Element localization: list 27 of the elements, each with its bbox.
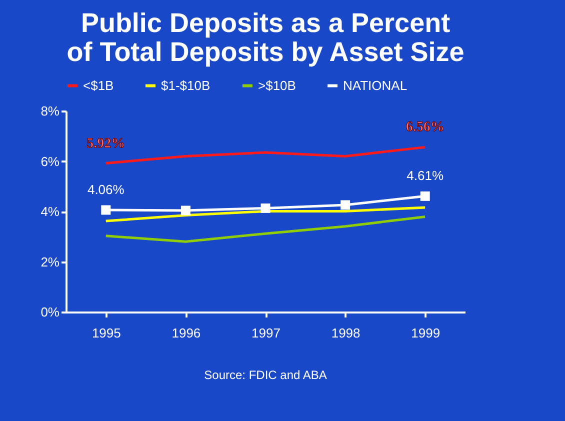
y-tick-label: 2% (40, 254, 60, 270)
data-label: 6.56% (406, 120, 444, 136)
x-tick-label: 1995 (92, 326, 121, 340)
legend-label: >$10B (258, 78, 296, 93)
point (340, 200, 350, 210)
source-note: Source: FDIC and ABA (204, 368, 327, 382)
x-tick-label: 1998 (331, 326, 360, 340)
y-tick-label: 4% (40, 204, 60, 219)
x-tick-label: 1996 (172, 326, 201, 340)
data-label: 4.06% (87, 182, 125, 197)
point (101, 205, 111, 215)
y-tick-label: 8% (40, 104, 60, 118)
y-tick-label: 6% (40, 154, 60, 169)
line-series (104, 216, 426, 243)
data-label: 5.92% (86, 136, 126, 152)
x-tick-label: 1999 (411, 326, 440, 340)
y-tick-label: 0% (40, 304, 60, 320)
legend-label: NATIONAL (343, 78, 408, 93)
point (420, 191, 430, 201)
point (260, 203, 270, 213)
data-label: 4.61% (406, 168, 444, 184)
text: Public Deposits as a Percent (80, 8, 450, 38)
legend-label: $1-$10B (161, 78, 210, 93)
text: of Total Deposits by Asset Size (66, 37, 464, 67)
point (180, 206, 190, 216)
x-tick-label: 1997 (252, 326, 280, 340)
legend-label: <$1B (83, 78, 114, 93)
